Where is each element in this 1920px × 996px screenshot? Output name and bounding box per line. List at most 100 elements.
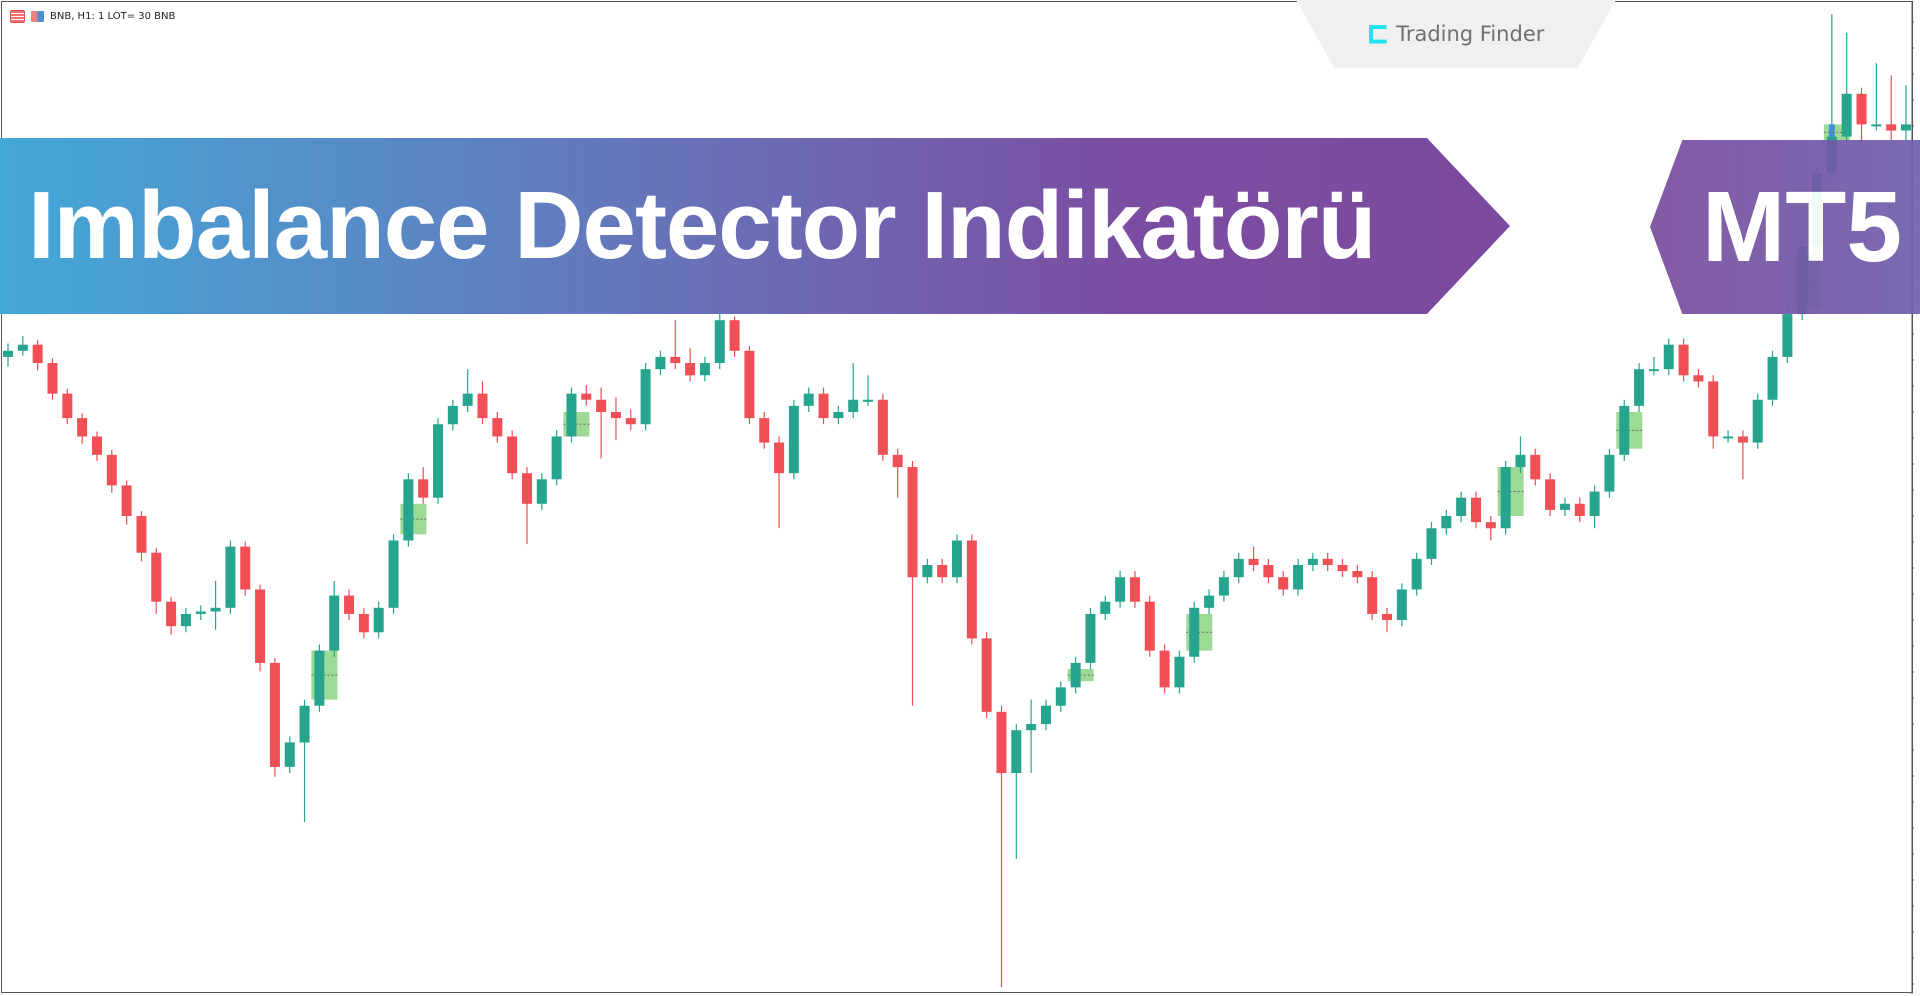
logo-text: Trading Finder xyxy=(1396,22,1545,46)
bearish-candle xyxy=(477,393,488,419)
bullish-candle xyxy=(1663,344,1674,370)
bearish-candle xyxy=(625,418,636,425)
bullish-candle xyxy=(1456,497,1467,517)
bearish-candle xyxy=(774,442,785,474)
banner-title: Imbalance Detector Indikatörü xyxy=(28,172,1376,279)
bullish-candle xyxy=(1233,558,1244,578)
bearish-candle xyxy=(1693,375,1704,382)
bearish-candle xyxy=(596,399,607,412)
bullish-candle xyxy=(848,399,859,412)
bullish-candle xyxy=(210,607,221,612)
bearish-candle xyxy=(1322,558,1333,565)
bullish-candle xyxy=(922,564,933,578)
bearish-candle xyxy=(1278,577,1289,590)
bearish-candle xyxy=(240,546,251,590)
bullish-candle xyxy=(952,540,962,578)
bearish-candle xyxy=(996,711,1007,774)
bearish-candle xyxy=(269,662,280,767)
bearish-candle xyxy=(818,393,829,419)
bearish-candle xyxy=(1263,564,1274,578)
bullish-candle xyxy=(1293,564,1304,590)
bearish-candle xyxy=(1382,613,1393,621)
bullish-candle xyxy=(1441,516,1452,529)
bullish-candle xyxy=(1767,356,1778,400)
bearish-candle xyxy=(62,393,73,419)
bearish-candle xyxy=(344,595,355,614)
bearish-candle xyxy=(1248,558,1259,565)
bullish-candle xyxy=(1070,662,1081,688)
bullish-candle xyxy=(329,595,340,651)
bullish-candle xyxy=(1396,589,1407,621)
grid-icon[interactable] xyxy=(10,10,25,23)
bearish-candle xyxy=(106,454,117,486)
bullish-candle xyxy=(1040,705,1051,725)
bullish-candle xyxy=(1174,656,1185,688)
bearish-candle xyxy=(507,436,518,474)
bearish-candle xyxy=(121,485,132,517)
bearish-candle xyxy=(91,436,102,455)
bullish-candle xyxy=(314,650,325,706)
bullish-candle xyxy=(1204,595,1215,608)
bearish-candle xyxy=(685,363,696,376)
bearish-candle xyxy=(521,473,532,504)
bearish-candle xyxy=(1545,479,1556,510)
bullish-candle xyxy=(699,363,710,376)
bullish-candle xyxy=(1085,613,1096,663)
bullish-candle xyxy=(1055,687,1066,706)
bullish-candle xyxy=(1752,399,1763,443)
bearish-candle xyxy=(1574,503,1585,517)
bullish-candle xyxy=(1011,730,1022,774)
bullish-candle xyxy=(388,540,399,608)
bullish-candle xyxy=(1189,607,1200,657)
bearish-candle xyxy=(77,418,88,437)
bullish-candle xyxy=(299,705,310,743)
bullish-candle xyxy=(1782,314,1793,357)
bearish-candle xyxy=(1144,601,1155,651)
bearish-candle xyxy=(1678,344,1689,376)
bullish-candle xyxy=(17,344,28,351)
bearish-candle xyxy=(1856,93,1867,125)
bullish-candle xyxy=(803,393,814,406)
bearish-candle xyxy=(892,454,903,468)
bullish-candle xyxy=(1619,405,1630,455)
bearish-candle xyxy=(937,564,948,578)
bullish-candle xyxy=(788,405,799,474)
bullish-candle xyxy=(1100,601,1111,614)
bullish-candle xyxy=(447,405,458,425)
chart-header: BNB, H1: 1 LOT= 30 BNB xyxy=(10,10,175,23)
bullish-candle xyxy=(640,369,651,425)
bullish-candle xyxy=(462,393,473,406)
bullish-candle xyxy=(536,479,547,504)
bullish-candle xyxy=(403,479,414,541)
bearish-candle xyxy=(907,467,918,578)
platform-badge: MT5 xyxy=(1650,140,1920,314)
bullish-candle xyxy=(3,350,13,357)
bearish-candle xyxy=(166,601,177,627)
bullish-candle xyxy=(1218,577,1229,596)
bearish-candle xyxy=(877,399,888,455)
bullish-candle xyxy=(714,320,725,364)
bullish-candle xyxy=(180,613,191,627)
bullish-candle xyxy=(195,611,206,614)
bullish-candle xyxy=(433,424,444,498)
bullish-candle xyxy=(1515,454,1526,468)
bearish-candle xyxy=(1337,564,1348,572)
bearish-candle xyxy=(1367,577,1378,614)
bearish-candle xyxy=(1737,436,1748,443)
bullish-candle xyxy=(863,399,874,402)
bearish-candle xyxy=(1129,577,1140,602)
bearish-candle xyxy=(418,479,429,498)
bullish-candle xyxy=(1026,724,1037,731)
bearish-candle xyxy=(32,344,43,364)
bearish-candle xyxy=(255,589,266,663)
bearish-candle xyxy=(1159,650,1170,688)
bearish-candle xyxy=(1485,522,1496,529)
bearish-candle xyxy=(610,411,621,419)
bullish-candle xyxy=(1901,124,1911,131)
bullish-candle xyxy=(655,356,666,370)
bearish-candle xyxy=(581,393,592,400)
indicator-icon[interactable] xyxy=(31,11,44,22)
symbol-info: BNB, H1: 1 LOT= 30 BNB xyxy=(50,11,176,22)
